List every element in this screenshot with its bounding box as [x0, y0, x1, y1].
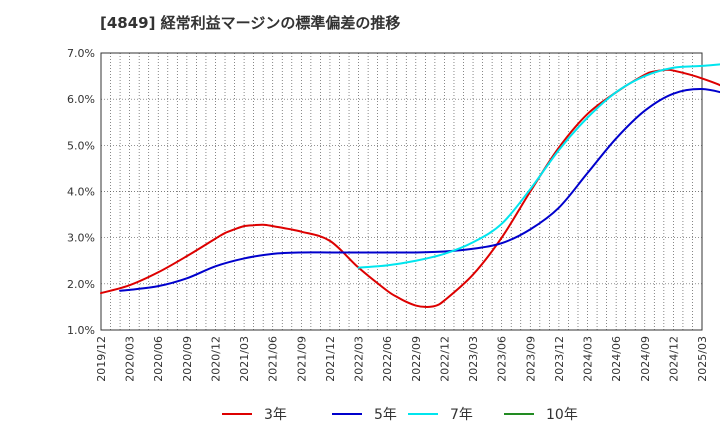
plot-frame [100, 52, 703, 331]
x-tick-label: 2021/06 [267, 336, 280, 382]
x-tick-label: 2022/03 [353, 336, 366, 382]
x-tick-label: 2025/03 [696, 336, 709, 382]
x-tick-label: 2024/12 [667, 336, 680, 382]
x-tick-label: 2023/03 [467, 336, 480, 382]
x-tick-label: 2021/09 [295, 336, 308, 382]
y-tick-label: 6.0% [67, 93, 95, 106]
series-line-2 [119, 88, 720, 292]
x-tick-label: 2019/12 [95, 336, 108, 382]
y-tick-label: 3.0% [67, 232, 95, 245]
x-tick-label: 2023/06 [496, 336, 509, 382]
x-tick-label: 2023/09 [524, 336, 537, 382]
x-tick-label: 2022/12 [438, 336, 451, 382]
legend-label-2: 5年 [374, 407, 397, 423]
x-tick-label: 2024/06 [610, 336, 623, 382]
legend-label-4: 10年 [546, 407, 578, 423]
y-tick-label: 2.0% [67, 278, 95, 291]
x-tick-label: 2022/09 [410, 336, 423, 382]
x-tick-label: 2023/12 [553, 336, 566, 382]
x-tick-label: 2021/12 [324, 336, 337, 382]
y-tick-label: 4.0% [67, 186, 95, 199]
legend-label-3: 7年 [450, 407, 473, 423]
y-tick-label: 5.0% [67, 139, 95, 152]
y-tick-label: 1.0% [67, 324, 95, 337]
x-tick-label: 2020/06 [152, 336, 165, 382]
x-tick-label: 2020/03 [124, 336, 137, 382]
y-tick-label: 7.0% [67, 47, 95, 60]
x-tick-label: 2022/06 [381, 336, 394, 382]
x-tick-label: 2020/12 [209, 336, 222, 382]
x-tick-label: 2021/03 [238, 336, 251, 382]
x-tick-label: 2024/09 [639, 336, 652, 382]
x-tick-label: 2020/09 [181, 336, 194, 382]
x-tick-label: 2024/03 [582, 336, 595, 382]
legend-label-1: 3年 [264, 407, 287, 423]
series-line-3 [357, 63, 720, 269]
chart-title: [4849] 経常利益マージンの標準偏差の推移 [100, 14, 401, 32]
